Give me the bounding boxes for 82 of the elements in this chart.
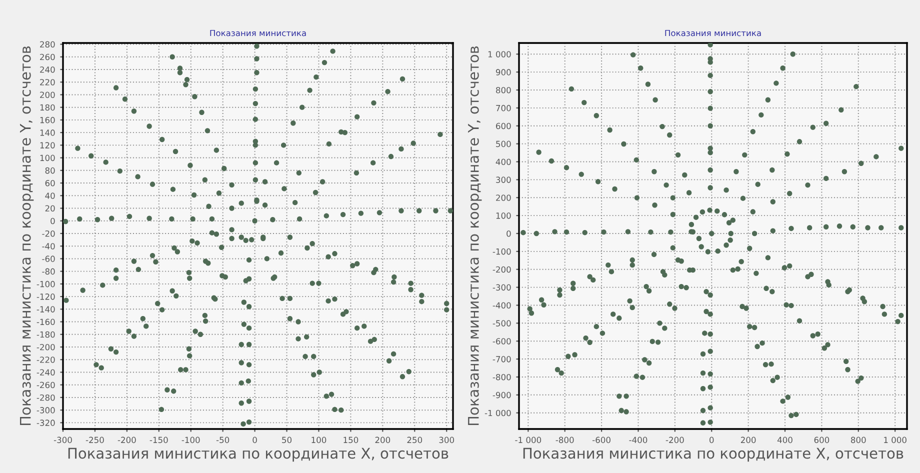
x-tick-label: 250 bbox=[407, 436, 422, 444]
chart-title: Показания министика bbox=[210, 30, 306, 36]
y-tick-label: 140 bbox=[40, 130, 55, 136]
x-tick-label: 300 bbox=[439, 436, 454, 444]
y-tick-label: 200 bbox=[496, 194, 511, 201]
y-tick-label: 1 000 bbox=[488, 51, 511, 58]
y-tick-label: -320 bbox=[36, 420, 55, 426]
y-tick-label: 800 bbox=[496, 86, 511, 94]
y-tick-label: -60 bbox=[42, 256, 55, 262]
y-tick-label: 100 bbox=[40, 154, 55, 162]
y-tick-label: -160 bbox=[36, 318, 55, 326]
x-tick-label: -250 bbox=[86, 436, 104, 444]
y-tick-label: -600 bbox=[492, 338, 511, 344]
y-tick-label: -180 bbox=[36, 331, 55, 338]
y-tick-label: -1 000 bbox=[484, 410, 511, 416]
x-tick-label: 200 bbox=[740, 436, 756, 444]
y-tick-label: -40 bbox=[42, 243, 55, 250]
x-tick-label: -200 bbox=[666, 436, 684, 444]
x-tick-label: 50 bbox=[282, 436, 292, 444]
x-tick-label: 800 bbox=[850, 436, 866, 444]
y-tick-label: -80 bbox=[42, 268, 55, 275]
x-tick-label: -800 bbox=[556, 436, 574, 444]
y-tick-label: -700 bbox=[492, 356, 511, 362]
x-tick-label: 600 bbox=[814, 436, 830, 444]
y-tick-label: 200 bbox=[40, 92, 55, 98]
y-tick-label: -800 bbox=[492, 374, 511, 380]
x-tick-label: 1 000 bbox=[884, 436, 906, 444]
x-tick-label: -600 bbox=[592, 436, 610, 444]
y-tick-label: 500 bbox=[496, 140, 511, 148]
y-tick-label: -200 bbox=[36, 344, 55, 350]
y-tick-label: 60 bbox=[45, 180, 55, 186]
y-tick-label: 300 bbox=[496, 176, 511, 183]
y-tick-label: 40 bbox=[45, 192, 55, 199]
y-tick-label: -120 bbox=[36, 294, 55, 300]
y-tick-label: -20 bbox=[42, 230, 55, 237]
y-tick-label: 400 bbox=[496, 158, 511, 166]
y-tick-label: 160 bbox=[40, 116, 55, 124]
y-tick-label: -300 bbox=[492, 284, 511, 291]
y-tick-label: 20 bbox=[45, 205, 55, 212]
x-tick-label: -50 bbox=[216, 436, 230, 444]
x-tick-label: -400 bbox=[629, 436, 648, 444]
y-tick-label: 280 bbox=[40, 41, 55, 48]
y-tick-label: 180 bbox=[40, 104, 55, 111]
y-tick-label: 220 bbox=[40, 79, 55, 86]
y-axis-title: Показания министика по координате Y, отсчетов bbox=[20, 46, 34, 426]
y-tick-label: -400 bbox=[492, 302, 511, 309]
x-tick-label: -100 bbox=[182, 436, 200, 444]
x-tick-label: 100 bbox=[312, 436, 326, 444]
y-axis-title: Показания министика по координате Y, отсчетов bbox=[468, 46, 482, 426]
y-tick-label: -220 bbox=[36, 356, 55, 363]
y-tick-label: -100 bbox=[492, 248, 511, 255]
y-tick-label: 0 bbox=[506, 230, 511, 237]
y-tick-label: 100 bbox=[496, 212, 511, 219]
x-tick-label: -200 bbox=[118, 436, 136, 444]
y-tick-label: -280 bbox=[36, 394, 55, 401]
y-tick-label: -240 bbox=[36, 369, 55, 376]
y-tick-label: -260 bbox=[36, 382, 55, 388]
y-tick-label: 900 bbox=[496, 69, 511, 76]
y-tick-label: 240 bbox=[40, 66, 55, 73]
x-tick-label: -300 bbox=[54, 436, 72, 444]
x-tick-label: 150 bbox=[344, 436, 358, 444]
x-tick-label: 400 bbox=[777, 436, 792, 444]
y-tick-label: 600 bbox=[496, 122, 511, 130]
x-axis-title: Показания министика по координате X, отсчетов bbox=[68, 448, 448, 462]
y-tick-label: -500 bbox=[492, 320, 511, 326]
x-tick-label: 200 bbox=[375, 436, 390, 444]
chart-title: Показания министика bbox=[665, 30, 761, 36]
y-tick-label: 260 bbox=[40, 54, 55, 60]
x-tick-label: -1 000 bbox=[515, 436, 542, 444]
y-tick-label: 120 bbox=[40, 142, 55, 148]
y-tick-label: 700 bbox=[496, 104, 511, 112]
y-tick-label: 0 bbox=[50, 218, 55, 224]
y-tick-label: -140 bbox=[36, 306, 55, 312]
y-tick-label: -200 bbox=[492, 266, 511, 273]
x-axis-title: Показания министика по координате X, отсчетов bbox=[523, 448, 904, 462]
y-tick-label: -300 bbox=[36, 407, 55, 414]
x-tick-label: 0 bbox=[252, 436, 257, 444]
x-tick-label: -150 bbox=[150, 436, 168, 444]
y-tick-label: -900 bbox=[492, 392, 511, 398]
y-tick-label: -100 bbox=[36, 280, 55, 288]
y-tick-label: 80 bbox=[45, 167, 55, 174]
x-tick-label: 0 bbox=[710, 436, 714, 444]
